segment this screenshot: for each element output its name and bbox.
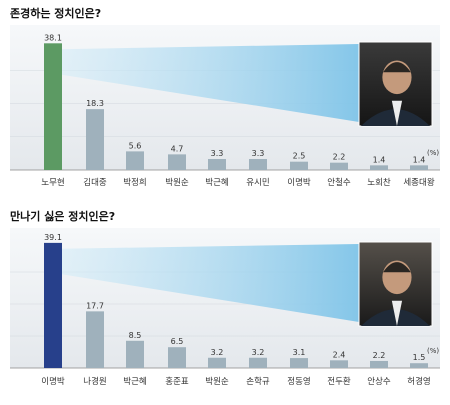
unit-label: (%): [427, 347, 439, 355]
data-label: 6.5: [171, 337, 184, 346]
category-label: 김대중: [83, 177, 107, 188]
category-label: 안철수: [327, 177, 351, 188]
data-label: 8.5: [129, 331, 142, 340]
category-label: 박근혜: [123, 376, 146, 387]
category-label: 전두환: [327, 376, 351, 387]
data-label: 3.2: [211, 348, 224, 357]
bar: [126, 340, 144, 368]
data-label: 3.3: [211, 149, 224, 158]
category-label: 세종대왕: [403, 178, 434, 188]
bar: [86, 109, 104, 170]
bar: [249, 159, 267, 170]
data-label: 38.1: [44, 33, 62, 42]
data-label: 1.4: [413, 155, 426, 164]
data-label: 3.3: [252, 149, 265, 158]
data-label: 5.6: [129, 141, 142, 150]
unit-label: (%): [427, 149, 439, 157]
data-label: 4.7: [171, 144, 184, 153]
bar: [290, 358, 308, 368]
category-label: 유시민: [246, 177, 269, 188]
category-label: 이명박: [287, 177, 311, 188]
category-label: 노무현: [41, 178, 64, 188]
bar: [168, 154, 186, 170]
chart-title-disliked: 만나기 싫은 정치인은?: [10, 210, 116, 223]
bar-chart-1: 38.1 노무현 18.3 김대중 5.6 박정희 4.7 박원순 3.3 박근혜 3.3 유시민 2.…: [10, 25, 440, 188]
data-label: 39.1: [44, 233, 62, 242]
category-label: 안상수: [367, 376, 391, 387]
bar: [44, 242, 62, 368]
spotlight-beam: [53, 244, 359, 322]
category-label: 박근혜: [205, 177, 228, 188]
bar: [126, 151, 144, 170]
spotlight-beam: [53, 44, 359, 122]
category-label: 손학규: [246, 376, 270, 387]
category-label: 박원순: [165, 177, 189, 188]
bar: [410, 165, 428, 170]
data-label: 2.2: [333, 153, 346, 162]
bar: [168, 347, 186, 368]
bar: [290, 161, 308, 170]
data-label: 1.4: [373, 155, 386, 164]
chart-title-respected: 존경하는 정치인은?: [10, 7, 102, 20]
category-label: 정동영: [287, 376, 310, 387]
data-label: 17.7: [86, 301, 104, 310]
bar: [86, 311, 104, 368]
category-label: 이명박: [41, 376, 65, 387]
category-label: 홍준표: [165, 376, 189, 387]
data-label: 2.2: [373, 351, 386, 360]
bar-chart-2: 39.1 이명박 17.7 나경원 8.5 박근혜 6.5 홍준표 3.2 박원순 3.2 손학규 3.…: [10, 228, 440, 387]
data-label: 1.5: [413, 353, 426, 362]
data-label: 3.1: [293, 348, 306, 357]
data-label: 2.4: [333, 350, 346, 359]
data-label: 2.5: [293, 152, 306, 161]
bar: [330, 360, 348, 368]
category-label: 허경영: [407, 376, 430, 387]
politician-photo: [358, 41, 433, 127]
bar: [370, 360, 388, 368]
bar: [208, 357, 226, 368]
bar: [410, 363, 428, 368]
bar: [249, 357, 267, 368]
category-label: 노회찬: [367, 177, 391, 188]
category-label: 박원순: [205, 376, 229, 387]
category-label: 나경원: [83, 376, 106, 387]
bar: [330, 162, 348, 170]
data-label: 3.2: [252, 348, 265, 357]
politician-photo: [358, 241, 433, 327]
category-label: 박정희: [123, 177, 146, 188]
bar: [44, 43, 62, 170]
bar: [208, 159, 226, 170]
bar: [370, 165, 388, 170]
data-label: 18.3: [86, 99, 104, 108]
